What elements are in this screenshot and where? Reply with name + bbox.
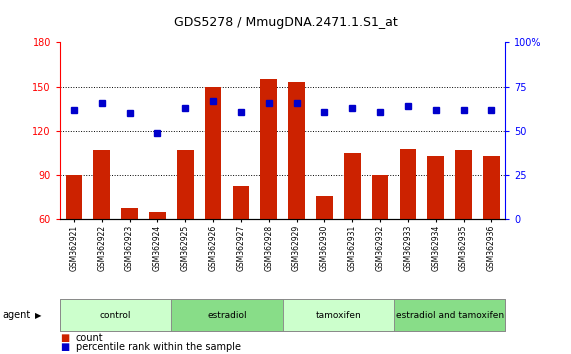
- Bar: [427, 156, 444, 219]
- Text: ■: ■: [60, 333, 69, 343]
- Bar: [483, 156, 500, 219]
- Bar: [372, 175, 388, 219]
- Bar: [93, 150, 110, 219]
- Bar: [260, 79, 277, 219]
- Bar: [394, 299, 505, 331]
- Text: ■: ■: [60, 342, 69, 352]
- Text: tamoxifen: tamoxifen: [315, 310, 361, 320]
- Text: estradiol: estradiol: [207, 310, 247, 320]
- Bar: [121, 208, 138, 219]
- Bar: [455, 150, 472, 219]
- Bar: [149, 212, 166, 219]
- Text: percentile rank within the sample: percentile rank within the sample: [76, 342, 241, 352]
- Bar: [177, 150, 194, 219]
- Bar: [344, 153, 361, 219]
- Bar: [60, 299, 171, 331]
- Text: estradiol and tamoxifen: estradiol and tamoxifen: [396, 310, 504, 320]
- Bar: [66, 175, 82, 219]
- Bar: [283, 299, 394, 331]
- Bar: [288, 82, 305, 219]
- Text: count: count: [76, 333, 103, 343]
- Text: ▶: ▶: [35, 310, 42, 320]
- Text: control: control: [100, 310, 131, 320]
- Bar: [316, 196, 333, 219]
- Text: agent: agent: [3, 310, 31, 320]
- Text: GDS5278 / MmugDNA.2471.1.S1_at: GDS5278 / MmugDNA.2471.1.S1_at: [174, 16, 397, 29]
- Bar: [232, 185, 250, 219]
- Bar: [205, 87, 222, 219]
- Bar: [400, 149, 416, 219]
- Bar: [171, 299, 283, 331]
